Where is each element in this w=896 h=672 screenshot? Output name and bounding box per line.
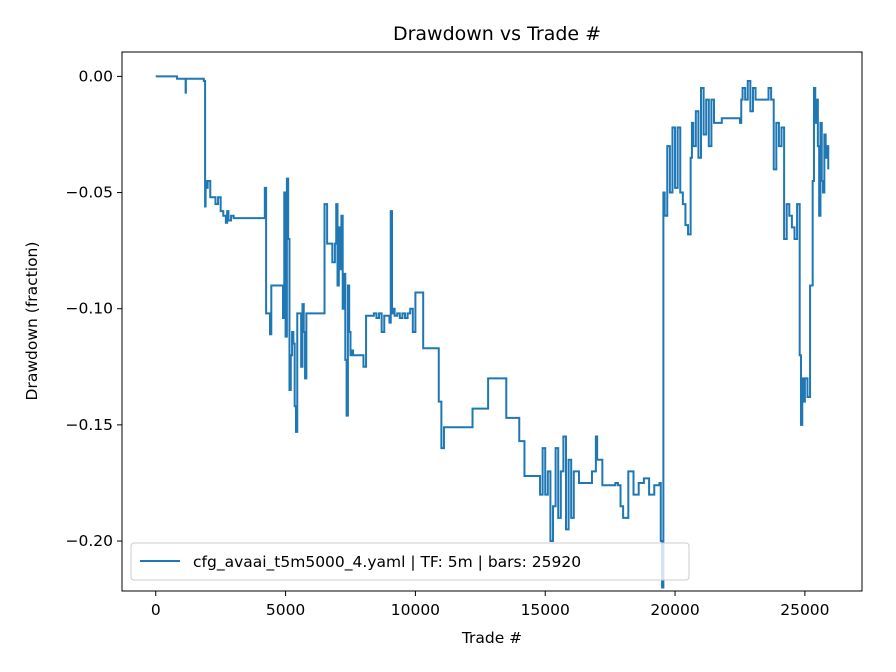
y-tick-label: −0.20: [66, 532, 114, 550]
legend-label: cfg_avaai_t5m5000_4.yaml | TF: 5m | bars…: [193, 553, 581, 572]
y-tick-label: −0.05: [66, 184, 114, 202]
axis-ticks: 0 5000 10000 15000 20000 25000 0.00 −0.05 −0.10 −…: [66, 67, 830, 619]
y-axis-label: Drawdown (fraction): [23, 242, 41, 401]
series-line: [155, 75, 830, 589]
y-tick-label: −0.10: [66, 300, 114, 318]
chart-title: Drawdown vs Trade #: [393, 23, 601, 45]
y-tick-label: −0.15: [66, 416, 114, 434]
plot-area: [155, 75, 830, 589]
x-tick-label: 5000: [266, 601, 305, 619]
x-tick-label: 20000: [650, 601, 699, 619]
x-tick-label: 15000: [521, 601, 570, 619]
y-tick-label: 0.00: [78, 67, 113, 85]
x-axis-label: Trade #: [461, 629, 522, 647]
axes-frame: [121, 51, 863, 592]
x-tick-label: 25000: [780, 601, 829, 619]
legend: cfg_avaai_t5m5000_4.yaml | TF: 5m | bars…: [130, 542, 690, 581]
x-tick-label: 10000: [391, 601, 440, 619]
legend-box: [130, 542, 690, 581]
x-tick-label: 0: [151, 601, 161, 619]
